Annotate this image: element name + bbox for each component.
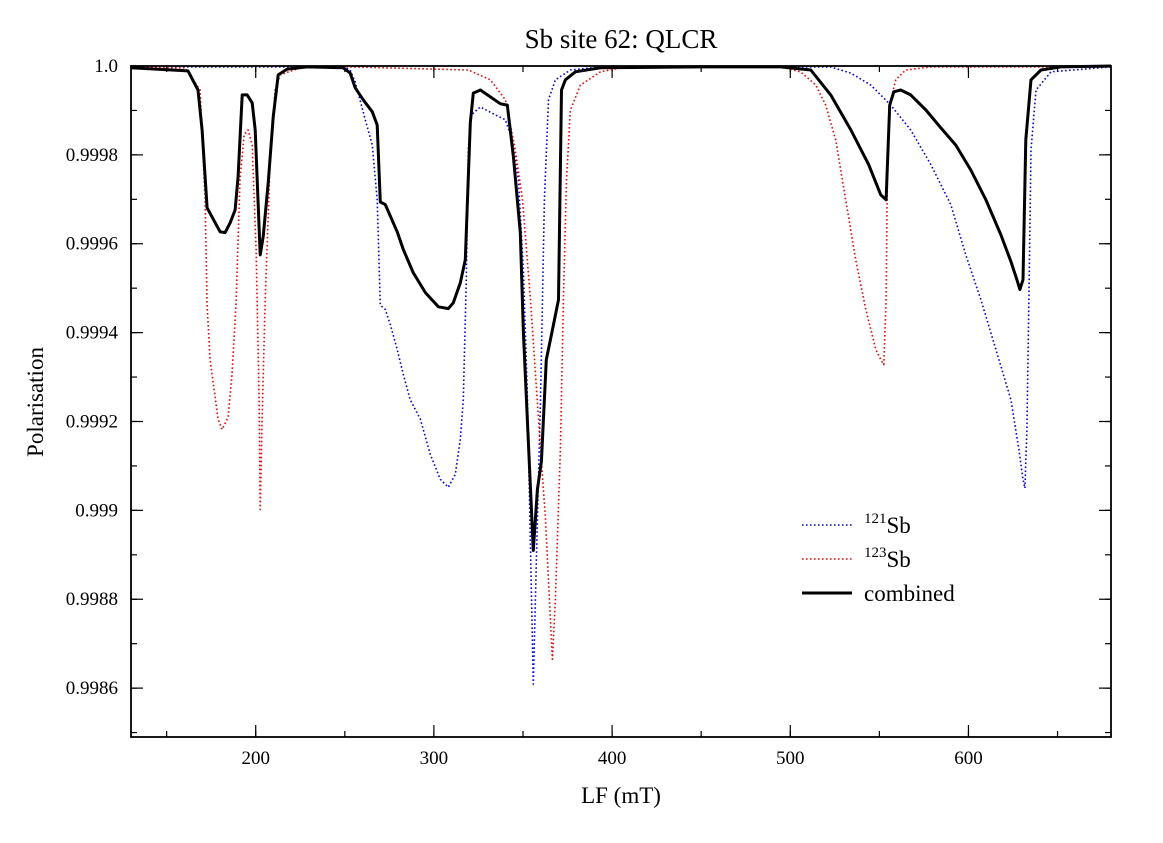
y-axis-label: Polarisation — [23, 347, 48, 457]
legend-label: 123Sb — [864, 545, 911, 572]
legend-element: Sb — [887, 513, 911, 538]
series-line-123sb — [131, 66, 1111, 660]
legend-element: Sb — [887, 547, 911, 572]
legend-label: 121Sb — [864, 511, 911, 538]
axis-ticks: 200 300 400 500 600 1.0 0.9998 0.9996 0.9994 0.99… — [66, 56, 1111, 769]
x-tick-label: 500 — [776, 748, 805, 769]
legend-mass-number: 121 — [864, 511, 887, 527]
chart-title: Sb site 62: QLCR — [525, 24, 718, 54]
series-line-combined — [130, 64, 1112, 552]
x-tick-label: 600 — [954, 748, 983, 769]
x-tick-label: 200 — [241, 748, 270, 769]
series-lines — [130, 64, 1112, 685]
legend-mass-number: 123 — [864, 545, 887, 561]
y-tick-label: 0.9992 — [66, 411, 118, 432]
x-tick-label: 300 — [420, 748, 449, 769]
y-tick-label: 0.9994 — [66, 323, 119, 344]
y-tick-label: 0.9998 — [66, 145, 118, 166]
x-tick-label: 400 — [598, 748, 627, 769]
y-tick-label: 0.9988 — [66, 589, 118, 610]
y-tick-label: 1.0 — [94, 56, 118, 77]
y-tick-label: 0.9986 — [66, 678, 118, 699]
legend-label: combined — [864, 581, 955, 606]
y-tick-label: 0.9996 — [66, 234, 118, 255]
plot-frame — [130, 65, 1112, 738]
y-tick-label: 0.999 — [75, 500, 118, 521]
x-axis-label: LF (mT) — [581, 783, 661, 808]
